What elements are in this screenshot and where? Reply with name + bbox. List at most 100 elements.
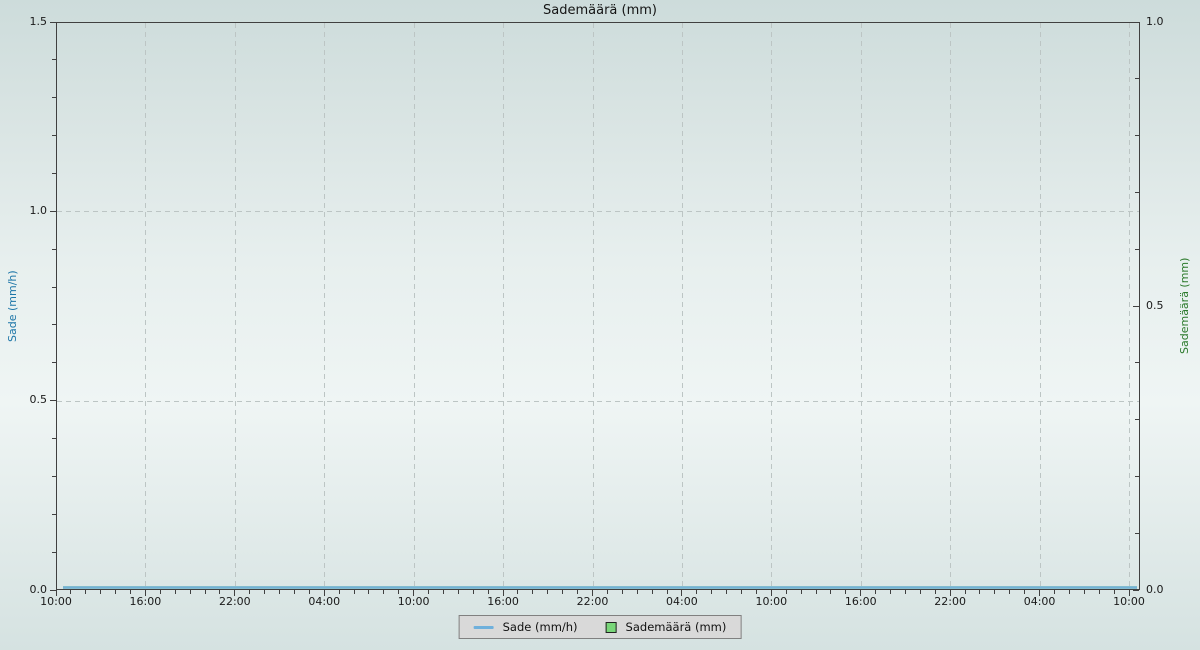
x-gridline: [681, 23, 683, 589]
legend-label-rain-rate: Sade (mm/h): [502, 620, 578, 634]
x-tick-label: 10:00: [1113, 595, 1145, 608]
x-tick-label: 22:00: [218, 595, 251, 608]
x-major-tick: [502, 590, 504, 596]
x-minor-tick: [800, 590, 802, 594]
x-gridline: [145, 23, 147, 589]
x-minor-tick: [815, 590, 817, 594]
x-minor-tick: [279, 590, 281, 594]
x-minor-tick: [934, 590, 936, 594]
x-minor-tick: [741, 590, 743, 594]
x-minor-tick: [85, 590, 87, 594]
y-left-minor-tick: [52, 475, 56, 477]
left-axis-title: Sade (mm/h): [6, 270, 19, 342]
x-minor-tick: [1083, 590, 1085, 594]
y-right-minor-tick: [1135, 532, 1139, 534]
y-left-minor-tick: [52, 172, 56, 174]
x-minor-tick: [845, 590, 847, 594]
x-minor-tick: [830, 590, 832, 594]
x-major-tick: [413, 590, 415, 596]
y-left-major-tick: [50, 210, 56, 212]
x-tick-label: 16:00: [129, 595, 162, 608]
x-major-tick: [55, 590, 57, 596]
x-minor-tick: [398, 590, 400, 594]
x-major-tick: [592, 590, 593, 596]
x-minor-tick: [651, 590, 653, 594]
y-right-major-tick: [1133, 21, 1139, 23]
x-minor-tick: [130, 590, 131, 594]
x-major-tick: [949, 590, 951, 596]
y-gridline: [57, 400, 1139, 402]
x-minor-tick: [1098, 590, 1100, 594]
x-gridline: [1129, 23, 1130, 589]
x-minor-tick: [532, 590, 534, 594]
x-gridline: [234, 23, 236, 589]
x-minor-tick: [249, 590, 251, 594]
x-tick-label: 04:00: [308, 595, 341, 608]
x-minor-tick: [308, 590, 310, 594]
y-left-tick-label: 1.0: [29, 203, 48, 217]
x-minor-tick: [1053, 590, 1055, 594]
x-minor-tick: [293, 590, 295, 594]
y-right-minor-tick: [1135, 475, 1139, 477]
x-minor-tick: [1009, 590, 1011, 594]
y-left-minor-tick: [52, 59, 56, 61]
x-gridline: [413, 23, 415, 589]
x-major-tick: [1039, 590, 1041, 596]
x-minor-tick: [1113, 590, 1115, 594]
x-minor-tick: [979, 590, 981, 594]
x-minor-tick: [636, 590, 638, 594]
x-gridline: [1039, 23, 1041, 589]
x-tick-label: 10:00: [397, 595, 430, 608]
y-left-tick-label: 0.5: [29, 393, 48, 407]
x-tick-label: 04:00: [1023, 595, 1056, 608]
x-minor-tick: [755, 590, 757, 594]
x-minor-tick: [547, 590, 549, 594]
y-right-major-tick: [1133, 305, 1139, 307]
x-minor-tick: [115, 590, 117, 594]
line-marker-icon: [473, 625, 494, 629]
x-minor-tick: [726, 590, 728, 594]
x-minor-tick: [994, 590, 996, 594]
x-minor-tick: [442, 590, 444, 594]
x-minor-tick: [1024, 590, 1026, 594]
x-tick-label: 10:00: [40, 595, 72, 608]
x-major-tick: [770, 590, 772, 596]
data-series-plot: [63, 586, 1137, 589]
y-left-minor-tick: [52, 286, 56, 288]
legend-label-rain-total: Sademäärä (mm): [625, 620, 727, 634]
y-gridline: [57, 211, 1139, 213]
y-left-minor-tick: [52, 248, 56, 250]
x-minor-tick: [159, 590, 161, 594]
y-left-minor-tick: [52, 551, 56, 553]
y-right-minor-tick: [1135, 135, 1139, 137]
y-right-minor-tick: [1135, 248, 1139, 250]
x-tick-label: 16:00: [487, 595, 519, 608]
y-right-minor-tick: [1135, 191, 1139, 193]
y-left-minor-tick: [52, 135, 56, 137]
square-marker-icon: [605, 621, 617, 633]
x-minor-tick: [621, 590, 623, 594]
legend-item-rain-rate: Sade (mm/h): [473, 620, 578, 634]
x-minor-tick: [204, 590, 206, 594]
x-minor-tick: [904, 590, 906, 594]
x-minor-tick: [890, 590, 892, 594]
x-minor-tick: [696, 590, 698, 594]
x-tick-label: 22:00: [934, 595, 966, 608]
x-minor-tick: [919, 590, 921, 594]
y-right-tick-label: 0.0: [1146, 582, 1164, 596]
x-minor-tick: [383, 590, 385, 594]
x-minor-tick: [353, 590, 355, 594]
y-left-major-tick: [50, 589, 56, 591]
x-tick-label: 04:00: [666, 595, 698, 608]
x-minor-tick: [472, 590, 474, 594]
x-gridline: [950, 23, 952, 589]
x-major-tick: [144, 590, 146, 596]
y-left-tick-label: 1.5: [29, 14, 48, 28]
plot-area: [56, 22, 1140, 590]
x-major-tick: [681, 590, 683, 596]
x-gridline: [592, 23, 594, 589]
y-right-minor-tick: [1135, 419, 1139, 421]
x-gridline: [324, 23, 326, 589]
y-left-minor-tick: [52, 513, 56, 515]
